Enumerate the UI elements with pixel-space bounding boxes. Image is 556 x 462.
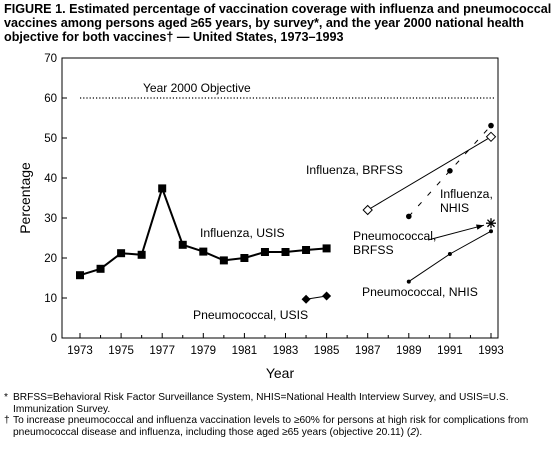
square-marker (219, 256, 228, 265)
square-marker (260, 248, 269, 256)
figure-title: FIGURE 1. Estimated percentage of vaccin… (4, 2, 552, 44)
pneumococcal-brfss-connector (427, 224, 485, 241)
y-tick-label: 60 (44, 93, 57, 105)
x-tick-label: 1985 (314, 345, 340, 357)
square-marker (240, 254, 249, 262)
objective-line-group: Year 2000 Objective (80, 81, 494, 99)
series-label-influenza-nhis: Influenza, NHIS (440, 187, 493, 215)
x-tick-label: 1981 (232, 345, 258, 357)
series-layer (76, 122, 497, 304)
square-marker (199, 247, 208, 256)
plot-frame (61, 57, 499, 339)
series-line (367, 136, 492, 211)
square-marker (96, 264, 105, 273)
objective-label: Year 2000 Objective (143, 81, 251, 95)
open-diamond-marker (362, 204, 373, 216)
series-label-influenza-brfss: Influenza, BRFSS (306, 163, 403, 177)
series-influenza-nhis (406, 122, 494, 220)
x-tick-label: 1977 (149, 345, 175, 357)
y-tick-label: 0 (51, 333, 57, 345)
diamond-marker (322, 291, 332, 301)
x-axis-title: Year (266, 365, 295, 381)
footnote-2-text-end: ). (415, 426, 423, 438)
footnote-2: † To increase pneumococcal and influenza … (4, 415, 552, 438)
y-tick-label: 20 (44, 253, 57, 265)
square-marker (117, 249, 126, 258)
square-marker (178, 240, 187, 249)
y-tick-label: 10 (44, 293, 57, 305)
x-tick-label: 1989 (396, 345, 422, 357)
x-tick-label: 1983 (273, 345, 299, 357)
series-pneumococcal-brfss (486, 218, 496, 229)
dot-marker (406, 279, 411, 284)
y-axis-title: Percentage (17, 162, 33, 234)
x-tick-label: 1973 (67, 345, 93, 357)
dot-marker (489, 229, 493, 234)
series-pneumococcal-nhis (406, 229, 493, 284)
footnote-2-reference: 2 (410, 426, 416, 438)
square-marker (322, 244, 331, 253)
x-tick-label: 1987 (355, 345, 381, 357)
series-line (408, 125, 492, 217)
dot-marker (488, 122, 494, 129)
x-tick-label: 1979 (191, 345, 217, 357)
series-label-influenza-usis: Influenza, USIS (200, 226, 285, 240)
asterisk-marker (486, 218, 496, 229)
dot-marker (447, 252, 452, 256)
x-tick-label: 1975 (108, 345, 134, 357)
connector-arrowhead (476, 224, 484, 230)
dot-marker (447, 168, 453, 174)
series-label-pneumococcal-usis: Pneumococcal, USIS (193, 308, 308, 322)
footnote-2-symbol: † (4, 415, 10, 426)
diamond-marker (301, 294, 311, 304)
series-pneumococcal-usis (301, 291, 332, 304)
y-tick-label: 30 (44, 213, 57, 225)
asterisk-stroke (487, 219, 495, 228)
series-label-pneumococcal-brfss: Pneumococcal, BRFSS (353, 229, 436, 257)
footnote-1-text: BRFSS=Behavioral Risk Factor Surveillanc… (13, 392, 509, 415)
footnote-1: * BRFSS=Behavioral Risk Factor Surveillan… (4, 392, 552, 415)
footnote-1-symbol: * (4, 392, 8, 403)
series-label-pneumococcal-nhis: Pneumococcal, NHIS (362, 285, 478, 299)
chart-axes: 0 10 20 30 40 50 60 70 1973 1975 1977 1979 1981 1983 1… (17, 53, 504, 381)
series-influenza-usis (76, 184, 331, 280)
x-tick-label: 1991 (437, 345, 463, 357)
x-tick-label: 1993 (478, 345, 504, 357)
y-tick-label: 50 (44, 133, 57, 145)
footnote-2-text: To increase pneumococcal and influenza v… (13, 415, 529, 438)
square-marker (137, 250, 146, 259)
square-marker (76, 271, 84, 280)
square-marker (302, 246, 311, 254)
dot-marker (406, 213, 412, 220)
open-diamond-marker (485, 131, 497, 143)
series-influenza-brfss (362, 131, 497, 216)
y-tick-label: 40 (44, 173, 57, 185)
y-tick-label: 70 (44, 53, 57, 65)
series-labels: Influenza, USIS Pneumococcal, USIS Influen… (193, 163, 493, 322)
square-marker (281, 248, 290, 256)
square-marker (158, 184, 167, 193)
